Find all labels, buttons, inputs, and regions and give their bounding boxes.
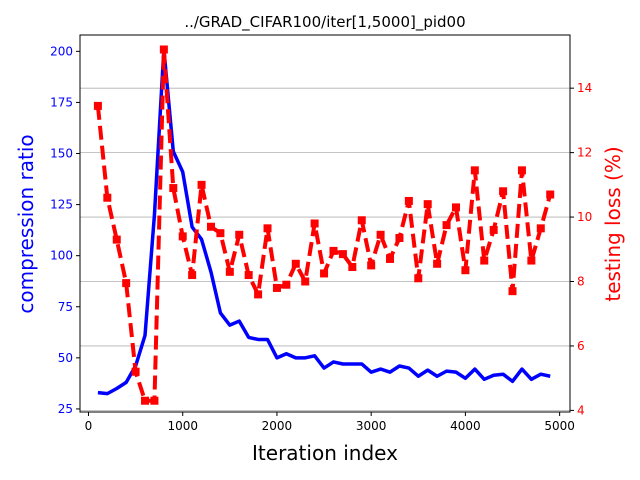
series-marker — [159, 45, 168, 54]
x-tick-label: 0 — [85, 419, 93, 433]
axes: 0 1000 2000 3000 4000 5000 25 50 75 100 125 150 175 2… — [50, 34, 592, 433]
series-marker — [357, 216, 366, 225]
x-tick-label: 5000 — [544, 419, 575, 433]
series-marker — [433, 259, 442, 268]
y-tick-label-left: 150 — [50, 147, 73, 161]
series-marker — [546, 190, 555, 199]
y-tick-label-right: 12 — [577, 146, 592, 160]
plot-frame — [79, 34, 571, 413]
series-marker — [338, 250, 347, 259]
series-marker — [169, 184, 178, 193]
x-tick-label: 3000 — [356, 419, 387, 433]
series-marker — [489, 225, 498, 234]
series-marker — [282, 280, 291, 289]
x-axis-label: Iteration index — [252, 441, 398, 465]
series-marker — [329, 246, 338, 255]
series-marker — [517, 166, 526, 175]
series-marker — [395, 234, 404, 242]
series-layer — [93, 45, 555, 405]
series-marker — [499, 187, 508, 196]
series-marker — [536, 224, 545, 233]
series-marker — [244, 271, 253, 280]
series-marker — [150, 396, 159, 405]
series-marker — [376, 230, 385, 239]
y-tick-label-left: 50 — [58, 351, 73, 365]
series-marker — [225, 267, 234, 276]
series-marker — [103, 193, 112, 202]
series-marker — [291, 259, 300, 268]
series-marker — [451, 203, 460, 212]
x-tick-label: 2000 — [262, 419, 293, 433]
series-marker — [263, 224, 272, 233]
series-marker — [131, 367, 140, 376]
series-marker — [216, 229, 225, 238]
y-tick-label-right: 10 — [577, 210, 592, 224]
series-marker — [197, 180, 206, 189]
series-marker — [122, 279, 131, 288]
series-marker — [386, 254, 395, 263]
series-marker — [301, 277, 310, 286]
y-tick-label-left: 125 — [50, 198, 73, 212]
series-marker — [423, 200, 432, 209]
series-marker — [206, 222, 215, 231]
series-marker — [93, 101, 102, 110]
series-marker — [367, 261, 376, 270]
y-axis-label-right: testing loss (%) — [601, 146, 625, 301]
series-marker — [320, 269, 329, 278]
y-tick-label-right: 6 — [577, 339, 585, 353]
series-marker — [527, 256, 536, 265]
series-marker — [414, 274, 423, 283]
series-marker — [348, 263, 357, 271]
y-tick-label-right: 4 — [577, 403, 585, 417]
series-line-0 — [97, 47, 551, 396]
x-tick-label: 4000 — [450, 419, 481, 433]
series-marker — [178, 232, 187, 241]
y-tick-label-right: 14 — [577, 81, 592, 95]
series-marker — [254, 290, 263, 299]
series-marker — [470, 166, 479, 175]
series-marker — [235, 230, 244, 239]
y-axis-label-left: compression ratio — [14, 134, 38, 313]
series-marker — [461, 266, 470, 275]
y-tick-label-right: 8 — [577, 275, 585, 289]
y-tick-label-left: 175 — [50, 95, 73, 109]
series-marker — [480, 256, 489, 265]
chart-title: ../GRAD_CIFAR100/iter[1,5000]_pid00 — [184, 13, 465, 32]
series-marker — [310, 219, 319, 228]
series-marker — [272, 283, 281, 292]
series-marker — [442, 221, 451, 230]
x-tick-label: 1000 — [167, 419, 198, 433]
y-tick-label-left: 200 — [50, 44, 73, 58]
y-tick-label-left: 100 — [50, 249, 73, 263]
series-line-1 — [95, 47, 553, 403]
series-marker — [404, 196, 413, 205]
y-tick-label-left: 75 — [58, 300, 73, 314]
y-tick-label-left: 25 — [58, 402, 73, 416]
series-marker — [141, 396, 150, 405]
series-marker — [508, 287, 517, 296]
series-marker — [112, 235, 121, 244]
series-marker — [188, 271, 197, 280]
